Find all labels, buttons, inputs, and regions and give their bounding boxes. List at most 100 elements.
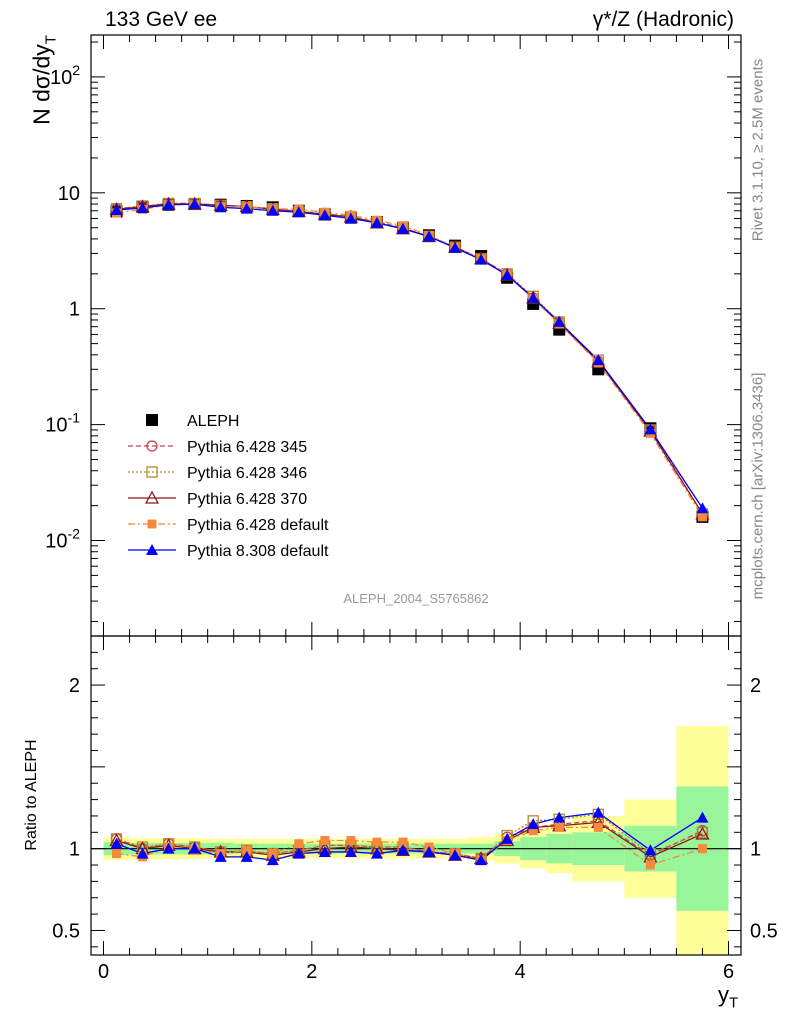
main-point-pythia-8-308-default xyxy=(370,216,383,228)
ratio-point-pythia-6-428-default xyxy=(697,844,707,854)
legend-label-pythia-6-428-346: Pythia 6.428 346 xyxy=(187,465,307,482)
main-point-pythia-8-308-default xyxy=(592,354,605,366)
main-point-pythia-8-308-default xyxy=(162,198,175,210)
ratio-point-pythia-8-308-default xyxy=(162,842,175,854)
ratio-y-axis-label: Ratio to ALEPH xyxy=(23,739,40,851)
main-point-pythia-8-308-default xyxy=(501,269,514,281)
main-point-pythia-8-308-default xyxy=(696,502,709,514)
main-point-pythia-6-428-default xyxy=(697,512,707,522)
legend: ALEPH Pythia 6.428 345 Pythia 6.428 346 Pyt… xyxy=(128,413,329,560)
main-y-tick-label: 102 xyxy=(50,62,80,89)
legend-marker-pythia-8-308-default xyxy=(146,544,158,555)
legend-label-pythia-6-428-370: Pythia 6.428 370 xyxy=(187,491,307,508)
ratio-point-pythia-8-308-default xyxy=(644,844,657,856)
ratio-y-tick-label-left: 2 xyxy=(69,675,80,697)
ratio-point-pythia-8-308-default xyxy=(240,850,253,862)
legend-marker-pythia-6-428-345 xyxy=(146,440,158,452)
ratio-point-pythia-8-308-default xyxy=(396,844,409,856)
header-left-label: 133 GeV ee xyxy=(105,8,218,31)
main-y-tick-label: 10-2 xyxy=(45,526,80,553)
ratio-point-pythia-8-308-default xyxy=(344,845,357,857)
legend-label-pythia-6-428-default: Pythia 6.428 default xyxy=(187,517,329,534)
main-point-pythia-8-308-default xyxy=(644,423,657,435)
legend-label-pythia-6-428-345: Pythia 6.428 345 xyxy=(187,439,307,456)
ratio-y-tick-label-left: 0.5 xyxy=(52,920,80,942)
main-point-pythia-8-308-default xyxy=(266,204,279,216)
ratio-y-tick-label-right: 1 xyxy=(750,839,761,861)
series-markers xyxy=(109,196,710,870)
ratio-point-pythia-8-308-default xyxy=(475,854,488,866)
ratio-point-pythia-6-428-default xyxy=(268,849,278,859)
main-plot-area xyxy=(91,35,741,636)
main-point-pythia-8-308-default xyxy=(553,315,566,327)
main-point-pythia-8-308-default xyxy=(240,202,253,214)
main-point-pythia-8-308-default xyxy=(110,204,123,216)
ratio-panel xyxy=(91,636,741,955)
ratio-point-pythia-8-308-default xyxy=(592,806,605,818)
main-point-pythia-8-308-default xyxy=(188,198,201,210)
ratio-point-pythia-6-428-default xyxy=(645,860,655,870)
legend-marker-pythia-6-428-370 xyxy=(144,490,160,504)
legend-marker-pythia-6-428-346 xyxy=(146,466,158,478)
main-y-tick-label: 10-1 xyxy=(45,410,80,437)
legend-label-pythia-8-308-default: Pythia 8.308 default xyxy=(187,543,329,560)
tick-labels: 0 2 4 6 10-2 10-1 1 10 102 0.5 0.5 1 1 2 2 xyxy=(45,62,778,983)
x-tick-label: 2 xyxy=(306,961,317,983)
ratio-point-pythia-8-308-default xyxy=(501,832,514,844)
ratio-y-tick-label-left: 1 xyxy=(69,839,80,861)
ratio-point-pythia-6-428-default xyxy=(528,826,538,836)
rivet-version-label: Rivet 3.1.10, ≥ 2.5M events xyxy=(749,58,767,242)
ratio-point-pythia-8-308-default xyxy=(136,847,149,859)
main-point-pythia-8-308-default xyxy=(214,201,227,213)
ratio-point-pythia-6-428-default xyxy=(593,822,603,832)
ratio-point-pythia-6-428-default xyxy=(554,822,564,832)
main-point-pythia-8-308-default xyxy=(396,222,409,234)
ratio-line-pythia-6-428-346 xyxy=(116,813,703,860)
main-y-tick-label: 1 xyxy=(69,299,80,321)
ratio-point-pythia-8-308-default xyxy=(214,850,227,862)
main-point-pythia-8-308-default xyxy=(527,291,540,303)
main-y-tick-label: 10 xyxy=(58,183,80,205)
axis-ticks xyxy=(91,35,741,955)
ratio-point-pythia-6-428-default xyxy=(112,849,122,859)
analysis-id-label: ALEPH_2004_S5765862 xyxy=(343,591,489,606)
legend-label-aleph: ALEPH xyxy=(187,413,239,430)
legend-marker-aleph xyxy=(146,414,158,426)
main-y-axis-label: N dσ/dyT xyxy=(28,35,60,125)
main-point-pythia-8-308-default xyxy=(475,253,488,265)
ratio-point-pythia-8-308-default xyxy=(527,818,540,830)
ratio-point-pythia-6-428-default xyxy=(294,839,304,849)
ratio-point-pythia-8-308-default xyxy=(318,845,331,857)
ratio-point-pythia-8-308-default xyxy=(370,847,383,859)
main-point-pythia-8-308-default xyxy=(344,212,357,224)
ratio-point-pythia-8-308-default xyxy=(696,811,709,823)
ratio-plot-area xyxy=(91,636,741,955)
ratio-point-pythia-8-308-default xyxy=(188,842,201,854)
ratio-point-pythia-6-428-default xyxy=(320,835,330,845)
ratio-point-pythia-6-428-default xyxy=(372,837,382,847)
main-point-pythia-8-308-default xyxy=(423,230,436,242)
x-tick-label: 4 xyxy=(515,961,526,983)
main-panel xyxy=(91,35,741,636)
ratio-point-pythia-8-308-default xyxy=(266,854,279,866)
mcplots-label: mcplots.cern.ch [arXiv:1306.3436] xyxy=(749,372,767,600)
ratio-point-pythia-6-428-default xyxy=(398,837,408,847)
ratio-point-pythia-6-428-default xyxy=(242,845,252,855)
ratio-y-tick-label-right: 2 xyxy=(750,675,761,697)
ratio-point-pythia-8-308-default xyxy=(423,845,436,857)
ratio-point-pythia-8-308-default xyxy=(553,811,566,823)
ratio-point-pythia-8-308-default xyxy=(449,849,462,861)
ratio-point-pythia-8-308-default xyxy=(110,837,123,849)
main-point-pythia-8-308-default xyxy=(318,209,331,221)
legend-marker-pythia-6-428-default xyxy=(147,519,157,529)
header-right-label: γ*/Z (Hadronic) xyxy=(592,8,734,31)
x-tick-label: 0 xyxy=(98,961,109,983)
ratio-point-pythia-6-428-default xyxy=(346,835,356,845)
x-axis-label: yT xyxy=(718,982,739,1012)
main-point-pythia-8-308-default xyxy=(136,201,149,213)
ratio-y-tick-label-right: 0.5 xyxy=(750,920,778,942)
x-tick-label: 6 xyxy=(723,961,734,983)
main-point-pythia-8-308-default xyxy=(292,206,305,218)
ratio-point-pythia-8-308-default xyxy=(292,847,305,859)
